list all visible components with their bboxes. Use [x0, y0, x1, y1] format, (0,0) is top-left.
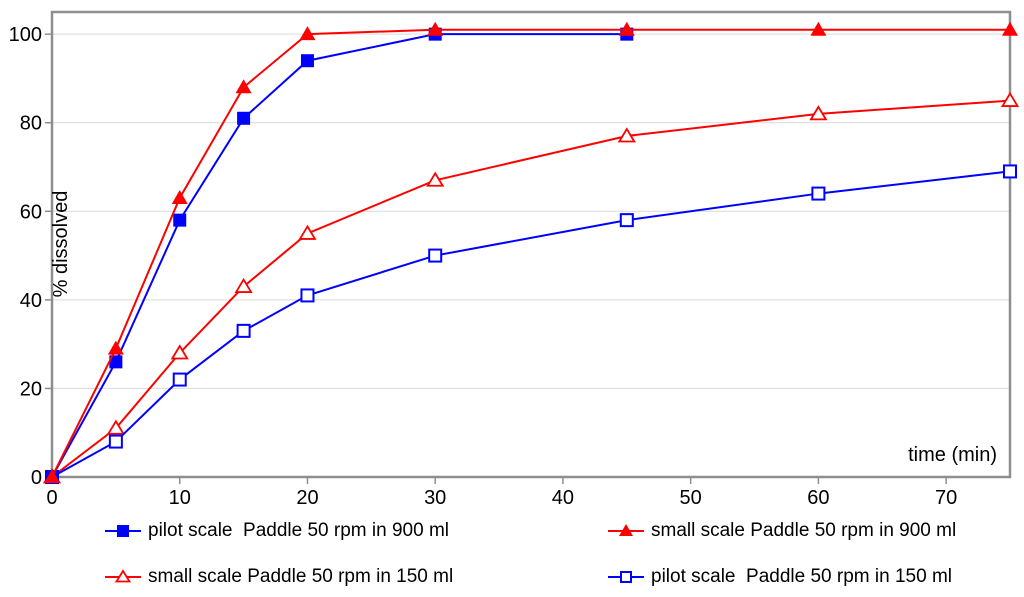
series-line — [51, 170, 1011, 478]
legend-entry-pilot-900ml: pilot scale Paddle 50 rpm in 900 ml — [105, 519, 449, 543]
legend-marker-shape — [114, 569, 132, 583]
y-axis-label: % dissolved — [50, 191, 72, 298]
legend-entry-small-150ml: small scale Paddle 50 rpm in 150 ml — [105, 565, 453, 589]
series-marker-filled-square — [109, 355, 123, 369]
series-marker-open-square — [108, 434, 123, 449]
series-marker-open-square — [300, 288, 315, 303]
series-marker-open-triangle — [617, 127, 636, 143]
y-tick-label: 40 — [20, 290, 42, 312]
x-tick-label: 30 — [424, 487, 446, 509]
series-line — [51, 28, 1010, 478]
y-tick-label: 80 — [20, 113, 42, 135]
series-marker-filled-triangle — [44, 469, 60, 483]
y-tick-label: 100 — [9, 24, 42, 46]
series-marker-open-triangle — [234, 277, 253, 293]
y-tick-label: 0 — [31, 467, 42, 489]
series-marker-open-triangle — [1000, 91, 1020, 107]
legend-label: pilot scale Paddle 50 rpm in 150 ml — [651, 566, 952, 587]
x-tick-label: 10 — [169, 487, 191, 509]
series-marker-open-square — [619, 213, 634, 228]
series-marker-open-square — [172, 372, 187, 387]
series-marker-filled-triangle — [427, 21, 444, 36]
legend-marker-open-triangle-icon — [105, 569, 141, 583]
y-tick-label: 60 — [20, 201, 42, 223]
legend-entry-pilot-150ml: pilot scale Paddle 50 rpm in 150 ml — [608, 565, 952, 589]
series-marker-open-triangle — [298, 224, 317, 240]
legend-marker-filled-triangle-icon — [608, 524, 644, 536]
legend-marker-shape — [620, 571, 632, 583]
series-line — [51, 99, 1011, 478]
legend-marker-shape — [619, 524, 633, 536]
series-marker-open-square — [811, 186, 826, 201]
x-tick-label: 40 — [552, 487, 574, 509]
series-marker-filled-triangle — [235, 79, 252, 94]
plot-border — [50, 10, 1012, 479]
series-line — [51, 33, 627, 478]
x-tick-label: 70 — [935, 487, 957, 509]
series-marker-filled-square — [300, 54, 314, 68]
legend-label: pilot scale Paddle 50 rpm in 900 ml — [148, 520, 449, 541]
x-axis-label: time (min) — [908, 444, 997, 466]
x-tick-label: 0 — [46, 487, 57, 509]
x-tick-label: 20 — [296, 487, 318, 509]
series-marker-open-square — [1003, 164, 1017, 179]
x-tick-label: 60 — [807, 487, 829, 509]
series-marker-filled-square — [237, 111, 251, 125]
legend-marker-open-square-icon — [608, 571, 644, 583]
series-marker-open-triangle — [170, 344, 189, 360]
series-marker-filled-triangle — [171, 190, 188, 204]
x-tick-label: 50 — [680, 487, 702, 509]
series-marker-filled-triangle — [107, 340, 124, 355]
series-marker-open-square — [428, 248, 443, 263]
legend-label: small scale Paddle 50 rpm in 150 ml — [148, 566, 454, 587]
series-marker-filled-triangle — [299, 26, 316, 41]
series-marker-filled-triangle — [810, 21, 827, 36]
legend-marker-filled-square-icon — [105, 525, 141, 537]
series-marker-open-triangle — [809, 105, 828, 121]
series-marker-open-triangle — [106, 419, 125, 435]
series-marker-open-triangle — [426, 171, 445, 187]
legend-marker-shape — [117, 525, 129, 537]
series-marker-open-square — [236, 323, 251, 338]
series-marker-filled-triangle — [618, 21, 635, 36]
series-marker-filled-square — [173, 213, 187, 227]
legend-label: small scale Paddle 50 rpm in 900 ml — [651, 520, 957, 541]
legend-entry-small-900ml: small scale Paddle 50 rpm in 900 ml — [608, 519, 956, 543]
series-marker-filled-triangle — [1002, 21, 1018, 36]
y-tick-label: 20 — [20, 378, 42, 400]
